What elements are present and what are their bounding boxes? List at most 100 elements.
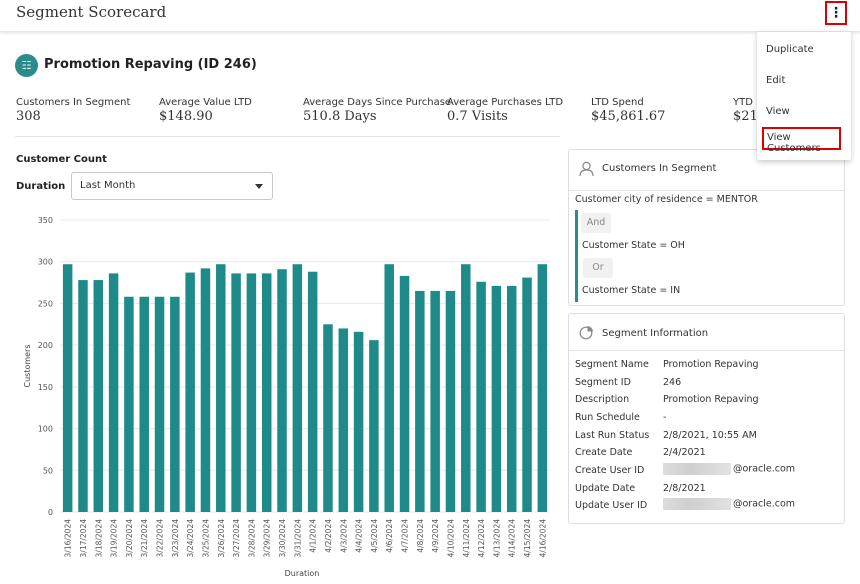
info-key: Update User ID: [575, 500, 648, 511]
bar: [246, 273, 257, 512]
info-key: Segment ID: [575, 377, 631, 388]
y-tick-label: 150: [38, 383, 53, 392]
x-tick-label: 3/20/2024: [125, 519, 134, 558]
bar: [170, 296, 180, 512]
bar: [323, 324, 333, 512]
bar: [430, 290, 440, 512]
bar: [62, 264, 73, 512]
bar: [537, 264, 548, 512]
x-tick-label: 4/4/2024: [355, 519, 364, 553]
info-key: Description: [575, 394, 630, 405]
segment-icon: ☷: [15, 54, 38, 77]
bar: [506, 285, 517, 512]
metric-label: LTD Spend: [591, 97, 644, 108]
x-tick-label: 3/21/2024: [140, 519, 149, 558]
info-value: 2/4/2021: [663, 447, 706, 458]
menu-item-view-customers[interactable]: View Customers: [762, 127, 841, 154]
pie-chart-icon: [579, 326, 593, 340]
bar: [476, 281, 486, 512]
rule-city: Customer city of residence = MENTOR: [575, 194, 758, 205]
x-tick-label: 4/3/2024: [339, 519, 348, 553]
info-key: Segment Name: [575, 359, 649, 370]
x-tick-label: 4/11/2024: [462, 519, 471, 558]
bar: [384, 264, 394, 512]
x-tick-label: 4/8/2024: [416, 519, 425, 553]
metric-label: YTD: [733, 97, 753, 108]
metric-value: $148.90: [159, 109, 213, 124]
page-title: Segment Scorecard: [16, 3, 167, 21]
y-axis-label: Customers: [23, 344, 32, 387]
x-tick-label: 4/15/2024: [523, 519, 532, 558]
redacted-block: [663, 463, 731, 475]
metric-label: Customers In Segment: [16, 97, 131, 108]
x-tick-label: 4/12/2024: [477, 519, 486, 558]
bar: [353, 331, 364, 512]
more-actions-button[interactable]: ⋮: [825, 1, 847, 25]
bar: [154, 296, 165, 512]
top-bar: Segment Scorecard ⋮: [0, 0, 860, 32]
metric-value: 0.7 Visits: [447, 109, 508, 124]
y-tick-label: 50: [43, 466, 53, 475]
x-tick-label: 3/26/2024: [217, 519, 226, 558]
x-tick-label: 4/13/2024: [492, 519, 501, 558]
info-value-create-user: @oracle.com: [663, 463, 795, 475]
duration-label: Duration: [16, 181, 66, 192]
divider: [15, 136, 560, 137]
actions-menu: Duplicate Edit View View Customers: [757, 32, 851, 160]
caret-down-icon: [255, 184, 263, 189]
y-tick-label: 0: [48, 508, 53, 517]
panel-header: Segment Information: [569, 314, 844, 351]
info-key: Update Date: [575, 483, 636, 494]
y-tick-label: 200: [38, 341, 53, 350]
metric-average-days: Average Days Since Purchase 510.8 Days: [303, 97, 451, 124]
bar: [93, 280, 104, 512]
x-tick-label: 3/27/2024: [232, 519, 241, 558]
x-tick-label: 4/14/2024: [508, 519, 517, 558]
bar: [445, 290, 456, 512]
x-tick-label: 3/17/2024: [79, 519, 88, 558]
segment-title: Promotion Repaving (ID 246): [44, 57, 257, 72]
bar: [399, 275, 410, 512]
info-value: 246: [663, 377, 682, 388]
bar: [185, 272, 195, 512]
metric-value: $21: [733, 109, 758, 124]
x-tick-label: 4/10/2024: [446, 519, 455, 558]
customer-count-heading: Customer Count: [16, 154, 107, 165]
info-value-update-user: @oracle.com: [663, 498, 795, 510]
duration-select[interactable]: Last Month: [71, 172, 273, 200]
metric-average-purchases: Average Purchases LTD 0.7 Visits: [447, 97, 563, 124]
x-tick-label: 3/30/2024: [278, 519, 287, 558]
info-key: Run Schedule: [575, 412, 640, 423]
and-operator[interactable]: And: [581, 213, 611, 233]
x-tick-label: 3/22/2024: [156, 519, 165, 558]
metric-customers: Customers In Segment 308: [16, 97, 130, 124]
menu-item-edit[interactable]: Edit: [766, 75, 786, 86]
x-tick-label: 3/16/2024: [64, 519, 73, 558]
rule-state-oh: Customer State = OH: [582, 240, 685, 251]
metric-value: 308: [16, 109, 41, 124]
x-tick-label: 4/5/2024: [370, 519, 379, 553]
x-axis-label: Duration: [285, 569, 320, 578]
person-icon: [579, 161, 594, 177]
menu-item-view[interactable]: View: [766, 106, 790, 117]
metric-label: Average Purchases LTD: [447, 97, 564, 108]
y-tick-label: 350: [38, 216, 53, 225]
menu-item-duplicate[interactable]: Duplicate: [766, 44, 814, 55]
metric-label: Average Days Since Purchase: [303, 97, 452, 108]
x-tick-label: 3/28/2024: [247, 519, 256, 558]
bar: [78, 280, 88, 512]
info-value: -: [663, 412, 667, 423]
metric-ytd: YTD $21: [733, 97, 758, 124]
rule-group-bar: [575, 210, 578, 302]
bar: [461, 264, 471, 512]
x-tick-label: 3/29/2024: [263, 519, 272, 558]
x-tick-label: 3/18/2024: [94, 519, 103, 558]
or-operator[interactable]: Or: [583, 258, 613, 278]
info-value: @oracle.com: [733, 463, 796, 475]
y-tick-label: 300: [38, 258, 53, 267]
x-tick-label: 4/1/2024: [309, 519, 318, 553]
rule-state-in: Customer State = IN: [582, 285, 681, 296]
x-tick-label: 3/24/2024: [186, 519, 195, 558]
bar: [338, 328, 349, 512]
duration-select-value: Last Month: [80, 180, 136, 191]
